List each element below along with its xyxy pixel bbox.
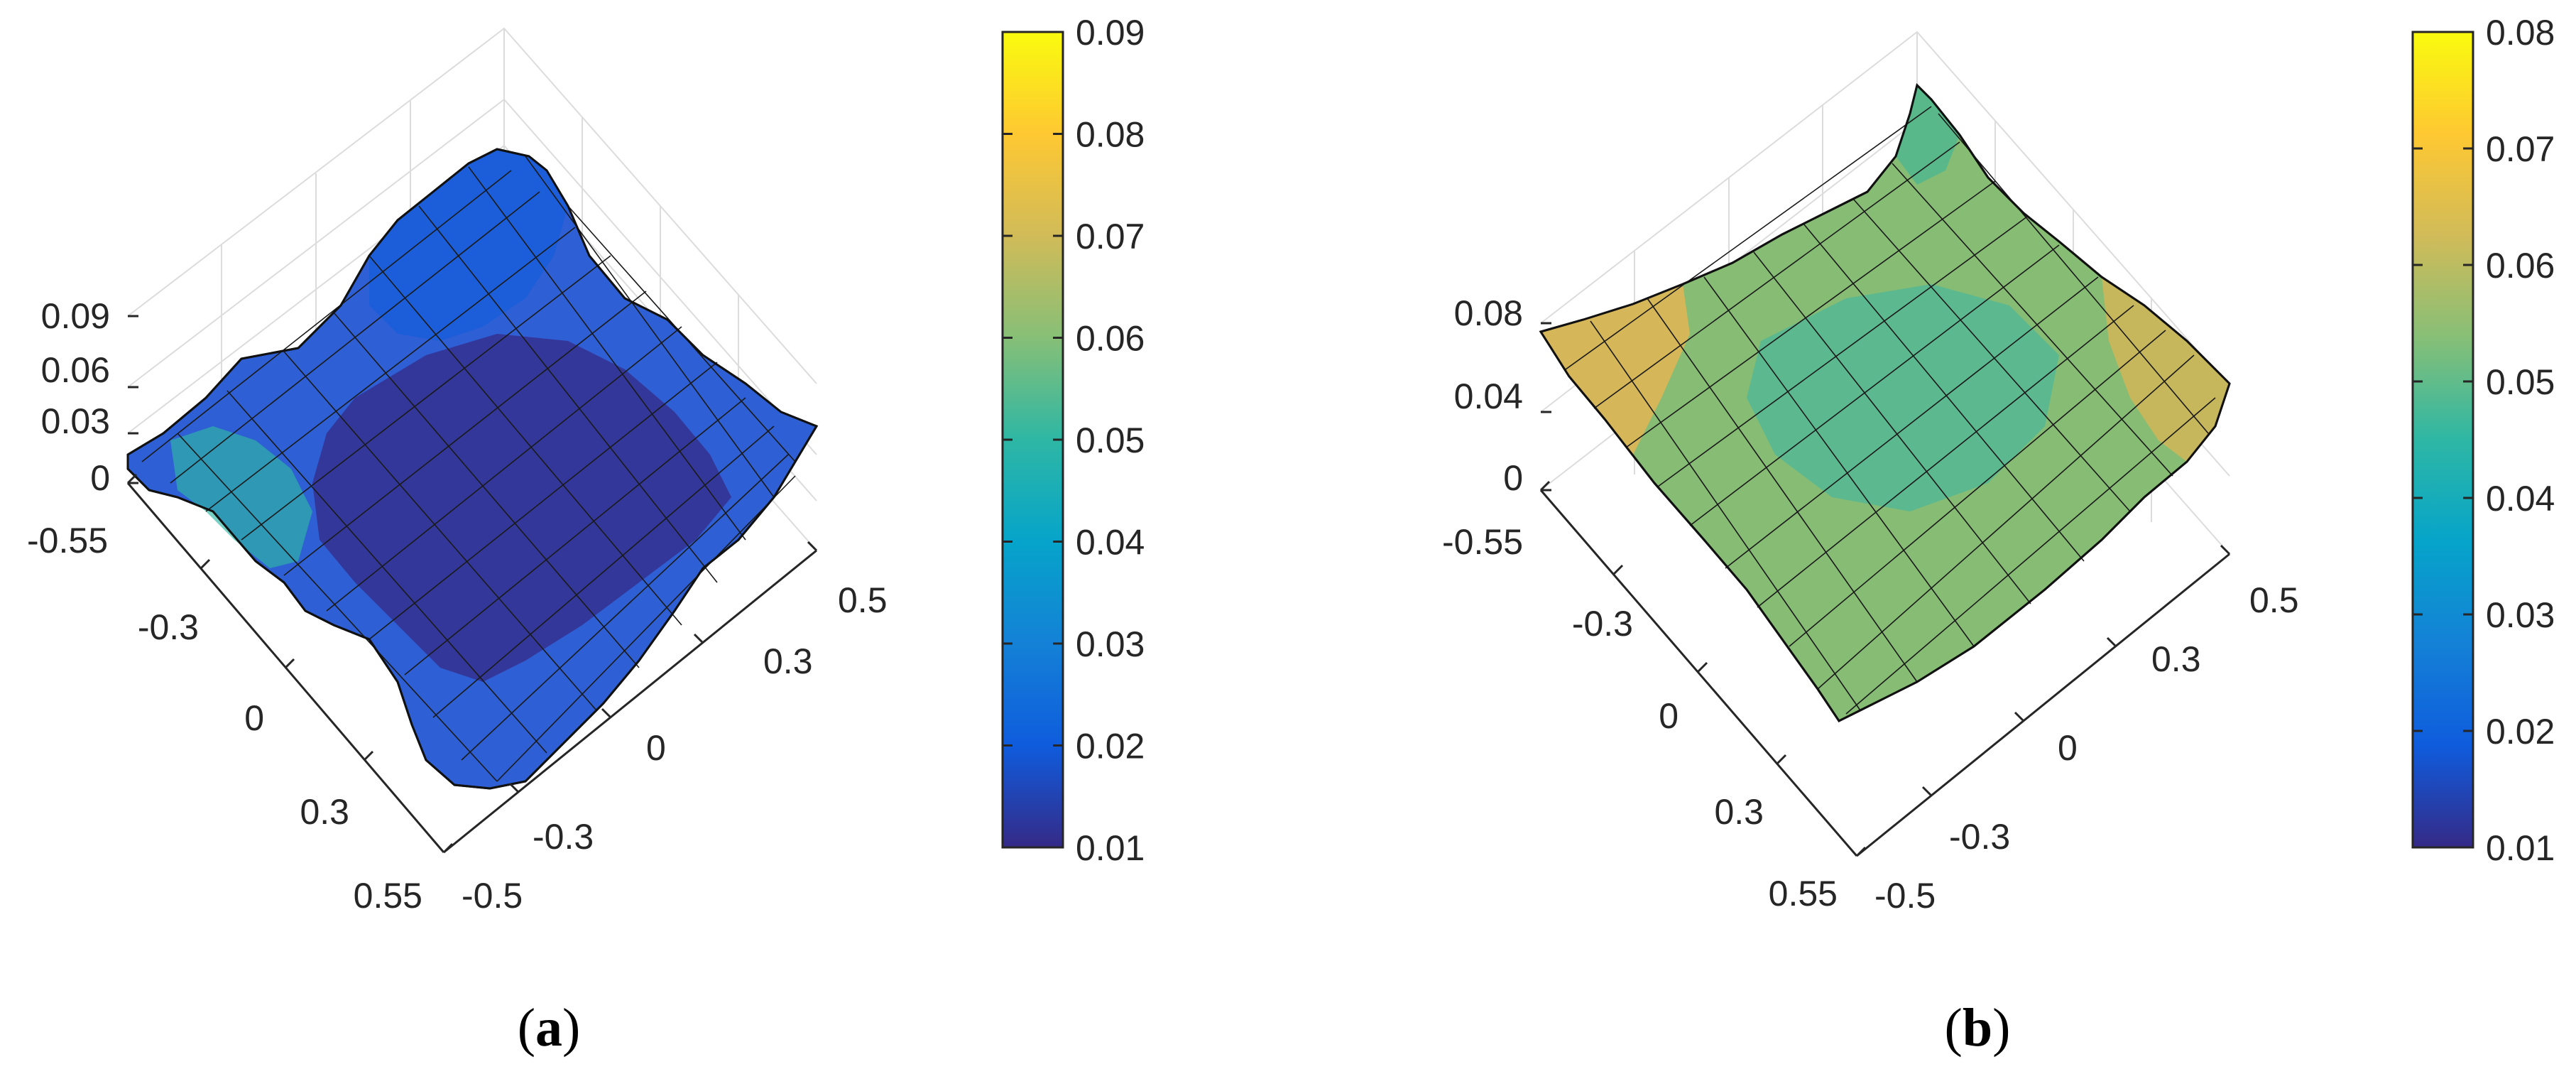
surface-plot-b: 0.08 0.04 0 -0.55 -0.3 0 0.3 0.55 0.5 0.… [1442, 13, 2555, 1058]
x-tick-label: -0.5 [462, 876, 523, 916]
x-tick-label: 0.3 [763, 641, 813, 681]
y-tick-label: 0.3 [300, 792, 349, 832]
surface-mesh-a [141, 156, 796, 782]
y-tick-label: 0.55 [354, 876, 422, 916]
colorbar-a: 0.09 0.08 0.07 0.06 0.05 0.04 0.03 0.02 0.01 [1001, 13, 1145, 868]
surface-outline-a [126, 148, 819, 790]
panel-caption-a: (a) [518, 998, 581, 1058]
surface-mesh-b [1565, 106, 2216, 715]
axis-ticks-b [1539, 322, 2231, 857]
colorbar-tick-label: 0.05 [1076, 421, 1145, 460]
surface-outline-b [1539, 83, 2231, 722]
colorbar-tick-label: 0.06 [1076, 319, 1145, 359]
axis-ticks-a [126, 315, 818, 854]
panel-caption-b: (b) [1945, 998, 2011, 1058]
colorbar-b: 0.08 0.07 0.06 0.05 0.04 0.03 0.02 0.01 [2411, 13, 2555, 868]
tick-labels-b: 0.08 0.04 0 -0.55 -0.3 0 0.3 0.55 0.5 0.… [1442, 293, 2298, 916]
x-tick-label: -0.3 [533, 817, 594, 857]
surface-a-valley [312, 334, 731, 682]
surface-b-high-edge [2102, 277, 2230, 462]
colorbar-tick-label: 0.04 [1076, 523, 1145, 563]
colorbar-tick-label: 0.02 [2486, 712, 2555, 752]
z-tick-label: 0.06 [41, 350, 110, 390]
x-axis-a [443, 549, 817, 854]
z-tick-label: 0.09 [41, 296, 110, 336]
colorbar-tick-label: 0.01 [2486, 828, 2555, 868]
z-tick-label: 0.04 [1454, 376, 1523, 416]
y-tick-label: 0 [244, 698, 264, 738]
x-tick-label: 0.3 [2151, 639, 2201, 679]
x-tick-label: 0 [646, 728, 666, 768]
z-tick-label: 0.08 [1454, 293, 1523, 333]
z-tick-label: 0 [1503, 458, 1523, 498]
z-tick-label: 0.03 [41, 401, 110, 441]
y-axis-b [1539, 489, 1858, 857]
colorbar-ticks-b: 0.08 0.07 0.06 0.05 0.04 0.03 0.02 0.01 [2413, 13, 2555, 868]
colorbar-frame [2411, 31, 2474, 849]
y-tick-label: 0 [1659, 696, 1679, 736]
z-tick-label: 0 [90, 458, 110, 498]
colorbar-ticks-a: 0.09 0.08 0.07 0.06 0.05 0.04 0.03 0.02 0.01 [1003, 13, 1145, 868]
y-tick-label: -0.3 [1572, 604, 1633, 644]
colorbar-gradient [1003, 32, 1063, 847]
x-tick-label: -0.3 [1949, 817, 2010, 857]
y-tick-label: -0.55 [1442, 522, 1523, 562]
surface-b-high-edge [1541, 284, 1690, 455]
colorbar-tick-label: 0.03 [1076, 624, 1145, 664]
colorbar-tick-label: 0.07 [2486, 129, 2555, 169]
x-axis-b [1856, 553, 2230, 857]
x-tick-label: 0.5 [838, 580, 888, 620]
y-tick-label: 0.55 [1769, 874, 1838, 913]
x-tick-label: 0 [2058, 728, 2078, 768]
colorbar-tick-label: 0.07 [1076, 217, 1145, 256]
colorbar-gradient [2413, 32, 2473, 847]
y-tick-label: -0.3 [138, 607, 199, 647]
x-tick-label: -0.5 [1874, 876, 1936, 916]
colorbar-tick-label: 0.09 [1076, 13, 1145, 53]
colorbar-tick-label: 0.08 [1076, 115, 1145, 155]
colorbar-tick-label: 0.08 [2486, 13, 2555, 53]
y-tick-label: 0.3 [1714, 792, 1764, 832]
y-tick-label: -0.55 [27, 521, 108, 560]
colorbar-tick-label: 0.04 [2486, 479, 2555, 519]
tick-labels-a: 0.09 0.06 0.03 0 -0.55 -0.3 0 0.3 0.55 0… [27, 296, 887, 916]
colorbar-tick-label: 0.05 [2486, 362, 2555, 402]
surface-b-center [1747, 284, 2059, 511]
surface-a-peak [170, 426, 312, 568]
x-tick-label: 0.5 [2249, 580, 2299, 620]
surface-plot-a: 0.09 0.06 0.03 0 -0.55 -0.3 0 0.3 0.55 0… [27, 13, 1145, 1058]
colorbar-tick-label: 0.02 [1076, 727, 1145, 766]
surface-a-ridge [369, 149, 568, 341]
colorbar-tick-label: 0.03 [2486, 595, 2555, 635]
colorbar-tick-label: 0.06 [2486, 246, 2555, 286]
colorbar-tick-label: 0.01 [1076, 828, 1145, 868]
